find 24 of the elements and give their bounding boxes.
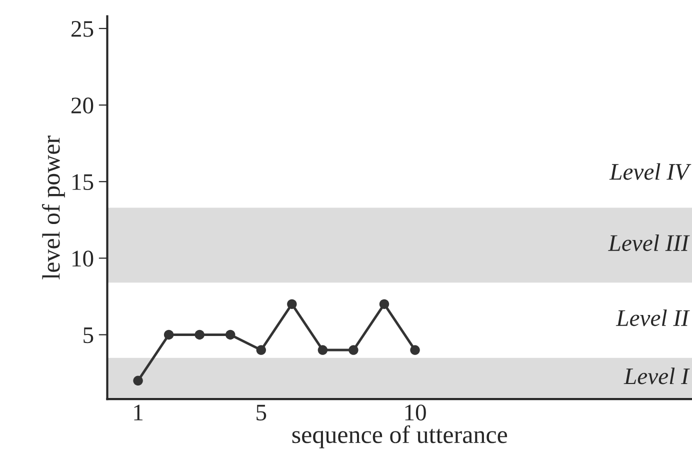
y-tick-label: 20 xyxy=(71,98,94,114)
point xyxy=(287,299,297,309)
x-tick-label: 10 xyxy=(405,404,426,421)
y-tick-label: 25 xyxy=(71,21,94,37)
y-tick-label: 5 xyxy=(84,327,94,344)
point xyxy=(256,345,266,355)
point xyxy=(133,376,143,386)
y-tick-label: 10 xyxy=(72,250,94,267)
point xyxy=(164,330,174,340)
point xyxy=(348,345,358,355)
x-tick-label: 5 xyxy=(256,404,266,421)
y-axis-title: level of power xyxy=(42,136,65,280)
x-tick-label: 1 xyxy=(134,404,143,420)
band-label: Level I xyxy=(624,368,690,384)
band-label: Level III xyxy=(608,234,690,252)
x-axis-title: sequence of utterance xyxy=(292,425,508,448)
point xyxy=(410,345,420,355)
point xyxy=(226,330,236,340)
point xyxy=(194,330,204,340)
band-label: Level IV xyxy=(609,163,692,180)
band-label: Level II xyxy=(616,309,690,326)
point xyxy=(318,345,328,355)
point xyxy=(379,299,390,309)
y-tick-label: 15 xyxy=(72,174,94,190)
